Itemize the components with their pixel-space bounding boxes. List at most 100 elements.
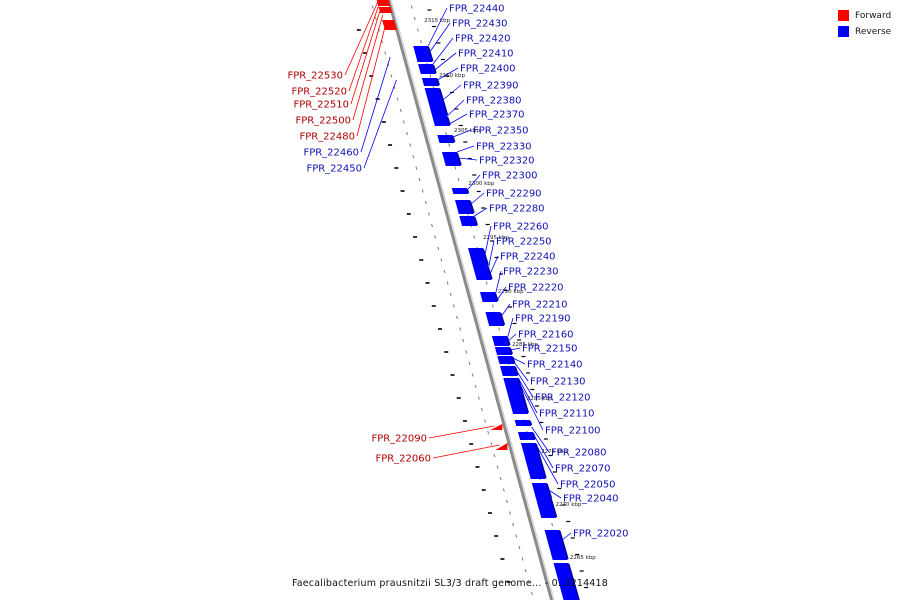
reverse-left-gene-label: FPR_22450	[306, 164, 362, 175]
legend-forward: Forward	[838, 9, 891, 22]
scale-label: 2285 kbp	[512, 342, 538, 348]
guide-dot	[406, 131, 409, 136]
reverse-leader-line	[536, 445, 559, 485]
forward-leader-line	[356, 24, 386, 137]
guide-dot	[371, 5, 374, 9]
reverse-gene-edge	[427, 46, 434, 62]
guide-dot	[551, 522, 554, 527]
reverse-gene-label: FPR_22370	[469, 110, 525, 121]
reverse-gene-label: FPR_22330	[476, 142, 532, 153]
guide-dot	[530, 591, 533, 596]
reverse-gene-label: FPR_22050	[560, 480, 616, 491]
reverse-leader-line	[429, 22, 451, 53]
guide-dot	[487, 430, 490, 435]
guide-dot	[454, 166, 457, 170]
guide-dot	[424, 200, 427, 205]
reverse-leader-line	[533, 434, 554, 469]
guide-dot	[462, 338, 465, 343]
reverse-gene-edge	[545, 483, 553, 499]
guide-dot	[496, 465, 499, 469]
guide-dot	[474, 384, 477, 389]
legend-reverse: Reverse	[838, 25, 891, 38]
reverse-gene-block	[485, 312, 505, 326]
forward-leader-line	[428, 425, 495, 439]
forward-leader-line	[350, 7, 382, 105]
guide-dot	[493, 453, 496, 458]
scale-label: 2265 kbp	[570, 555, 596, 561]
reverse-gene-edge	[435, 78, 440, 86]
reverse-gene-label: FPR_22290	[486, 189, 542, 200]
reverse-leader-line	[496, 286, 507, 301]
reverse-leader-line	[519, 383, 544, 431]
reverse-gene-label: FPR_22320	[479, 156, 535, 167]
reverse-gene-edge	[486, 266, 493, 280]
reverse-gene-label: FPR_22390	[463, 81, 519, 92]
guide-dot	[448, 143, 451, 147]
reverse-gene-edge	[567, 563, 580, 600]
guide-dot	[402, 120, 405, 124]
guide-dot	[434, 235, 437, 239]
reverse-gene-label: FPR_22410	[458, 49, 514, 60]
guide-dot	[505, 499, 508, 504]
forward-gene-label: FPR_22520	[291, 87, 347, 98]
forward-gene-arrow	[495, 443, 508, 450]
forward-gene-label: FPR_22090	[371, 434, 427, 445]
guide-dot	[429, 74, 432, 78]
guide-dot	[457, 177, 460, 182]
reverse-leader-line	[512, 357, 526, 365]
scale-label: 2300 kbp	[468, 181, 494, 187]
forward-gene-block	[378, 7, 393, 13]
reverse-gene-label: FPR_22110	[539, 409, 595, 420]
guide-dot	[477, 396, 480, 400]
reverse-gene-block	[441, 152, 461, 166]
forward-gene-label: FPR_22500	[295, 116, 351, 127]
scale-label: 2315 kbp	[424, 18, 450, 24]
reverse-gene-block	[491, 336, 510, 346]
forward-gene-block	[376, 0, 391, 6]
guide-dot	[437, 246, 440, 251]
reverse-leader-line	[488, 240, 495, 269]
reverse-gene-edge	[508, 347, 514, 355]
strand-legend: Forward Reverse	[838, 9, 891, 41]
scale-label: 2290 kbp	[498, 289, 524, 295]
guide-dot	[480, 407, 483, 412]
reverse-leader-line	[470, 192, 485, 205]
guide-dot	[456, 315, 458, 320]
scale-label: 2295 kbp	[483, 235, 509, 241]
reverse-gene-label: FPR_22250	[496, 237, 552, 248]
reverse-gene-block	[553, 563, 579, 600]
reverse-gene-block	[413, 46, 433, 62]
guide-dot	[509, 511, 512, 515]
forward-leader-line	[352, 14, 384, 121]
reverse-leader-line	[437, 67, 459, 81]
reverse-gene-block	[459, 216, 478, 226]
reverse-gene-label: FPR_22420	[455, 34, 511, 45]
guide-dot	[498, 327, 501, 331]
guide-dot	[418, 177, 421, 182]
forward-leader-line	[432, 444, 500, 459]
reverse-leader-line	[517, 377, 538, 414]
reverse-gene-block	[544, 530, 568, 560]
reverse-gene-block	[479, 292, 498, 302]
forward-leader-line	[344, 0, 380, 76]
reverse-left-leader-line	[360, 56, 391, 153]
reverse-gene-edge	[473, 216, 478, 226]
guide-dot	[410, 5, 413, 9]
reverse-gene-label: FPR_22260	[493, 222, 549, 233]
reverse-leader-line	[489, 255, 499, 275]
reverse-leader-line	[548, 489, 562, 499]
guide-dot	[431, 223, 433, 228]
guide-dot	[471, 373, 474, 377]
reverse-leader-line	[501, 303, 511, 317]
reverse-leader-line	[458, 157, 478, 161]
reverse-gene-block	[500, 366, 518, 376]
reverse-gene-edge	[549, 496, 558, 518]
forward-gene-label: FPR_22480	[299, 132, 355, 143]
scale-label: 2305 kbp	[454, 128, 480, 134]
reverse-gene-label: FPR_22300	[482, 171, 538, 182]
reverse-leader-line	[510, 347, 521, 351]
reverse-gene-edge	[558, 530, 569, 560]
reverse-gene-label: FPR_22120	[535, 393, 591, 404]
reverse-leader-line	[442, 84, 462, 101]
